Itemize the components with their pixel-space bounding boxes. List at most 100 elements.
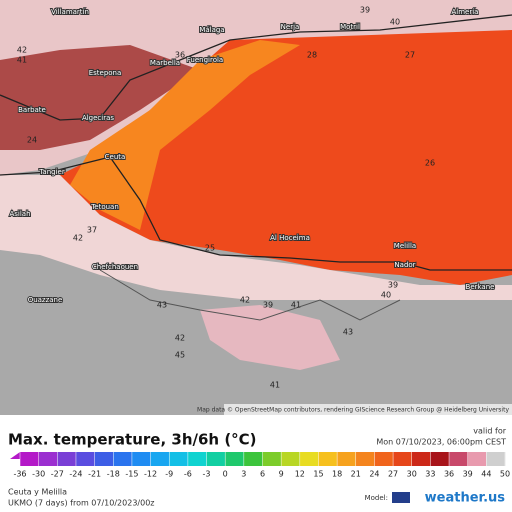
coastline	[0, 14, 512, 121]
legend-swatch	[486, 452, 506, 466]
city-label: Ceuta	[105, 153, 126, 161]
temperature-label: 42	[175, 334, 185, 343]
attribution-bg	[224, 404, 512, 415]
legend-tick-label: 12	[295, 470, 305, 479]
temperature-label: 41	[17, 56, 27, 65]
temperature-label: 43	[343, 328, 353, 337]
city-label: Tangier	[38, 168, 65, 176]
coastline	[0, 156, 512, 271]
legend-swatch	[243, 452, 263, 466]
legend-tick-label: -21	[88, 470, 101, 479]
city-label: Asilah	[9, 210, 30, 218]
city-label: Al Hoceima	[270, 234, 310, 242]
legend-tick-label: 27	[388, 470, 398, 479]
legend-swatch	[131, 452, 152, 466]
city-label: Almería	[452, 8, 479, 16]
legend-swatch	[38, 452, 58, 466]
legend-swatch	[75, 452, 96, 466]
legend-swatch	[206, 452, 226, 466]
legend-swatch	[113, 452, 133, 466]
legend-tick-label: 39	[463, 470, 473, 479]
city-label: Málaga	[199, 26, 224, 34]
legend-tick-label: 0	[223, 470, 228, 479]
legend-swatch	[169, 452, 189, 466]
city-label: Tetouan	[90, 203, 119, 211]
legend-swatch	[318, 452, 338, 466]
legend: -36 -30 -27 -24 -21 -18 -15 -12 -9 -6 -3 0 3 6 9 12 15 18…	[10, 452, 510, 479]
legend-tick-label: -27	[51, 470, 64, 479]
legend-tick-label: 44	[481, 470, 491, 479]
legend-swatch	[187, 452, 208, 466]
temperature-label: 28	[307, 51, 317, 60]
city-label: Marbella	[150, 59, 180, 67]
legend-cap	[10, 452, 20, 459]
legend-swatch	[467, 452, 487, 466]
inland-warm	[200, 305, 340, 370]
legend-swatch	[94, 452, 114, 466]
legend-swatch	[20, 452, 40, 466]
city-label: Nador	[394, 261, 415, 269]
temperature-label: 37	[87, 226, 97, 235]
legend-swatch	[355, 452, 375, 466]
legend-tick-label: -18	[107, 470, 120, 479]
model-run: UKMO (7 days) from 07/10/2023/00z	[8, 499, 155, 508]
temperature-label: 25	[205, 244, 215, 253]
legend-swatch	[150, 452, 170, 466]
legend-tick-label: -24	[69, 470, 82, 479]
valid-time: Mon 07/10/2023, 06:00pm CEST	[376, 438, 506, 447]
legend-swatch	[57, 452, 77, 466]
legend-tick-label: -9	[165, 470, 173, 479]
city-label: Fuengirola	[187, 56, 223, 64]
legend-tick-label: 9	[279, 470, 284, 479]
temperature-label: 41	[270, 381, 280, 390]
temperature-label: 42	[17, 46, 27, 55]
legend-swatch	[430, 452, 450, 466]
city-label: Villamartín	[51, 8, 89, 16]
title: Max. temperature, 3h/6h (°C)	[8, 431, 257, 449]
legend-swatch	[281, 452, 301, 466]
attribution: Map data © OpenStreetMap contributors, r…	[197, 407, 509, 414]
legend-tick-label: 33	[425, 470, 435, 479]
temperature-label: 42	[240, 296, 250, 305]
city-label: Estepona	[89, 69, 122, 77]
legend-swatch	[393, 452, 413, 466]
legend-tick-label: -36	[13, 470, 26, 479]
legend-tick-label: -30	[32, 470, 45, 479]
south-coast	[0, 175, 512, 300]
legend-swatch	[337, 452, 357, 466]
legend-tick-label: 21	[351, 470, 361, 479]
legend-tick-label: 36	[444, 470, 454, 479]
temperature-label: 36	[175, 51, 185, 60]
city-label: Barbate	[18, 106, 46, 114]
temperature-label: 45	[175, 351, 185, 360]
legend-tick-label: 3	[241, 470, 246, 479]
legend-swatch	[225, 452, 245, 466]
city-label: Berkane	[466, 283, 495, 291]
flag-icon	[392, 492, 410, 503]
border	[99, 269, 401, 321]
legend-tick-label: 15	[313, 470, 323, 479]
legend-swatch	[374, 452, 394, 466]
legend-tick-label: -6	[184, 470, 192, 479]
city-label: Motril	[340, 23, 360, 31]
legend-tick-label: -3	[203, 470, 211, 479]
legend-tick-label: 50	[500, 470, 510, 479]
map: Map data © OpenStreetMap contributors, r…	[0, 0, 512, 415]
valid-label: valid for	[473, 427, 506, 436]
city-label: Chefchaouen	[92, 263, 138, 271]
city-label: Nerja	[281, 23, 300, 31]
legend-tick-label: 6	[260, 470, 265, 479]
temperature-label: 26	[425, 159, 435, 168]
hot-coast	[0, 45, 200, 150]
temperature-label: 24	[27, 136, 37, 145]
legend-swatch	[411, 452, 431, 466]
temperature-label: 43	[157, 301, 167, 310]
temperature-label: 39	[263, 301, 273, 310]
temperature-label: 42	[73, 234, 83, 243]
legend-swatch	[299, 452, 319, 466]
temperature-label: 40	[381, 291, 391, 300]
temperature-label: 40	[390, 18, 400, 27]
temperature-label: 39	[360, 6, 370, 15]
legend-swatch	[449, 452, 469, 466]
